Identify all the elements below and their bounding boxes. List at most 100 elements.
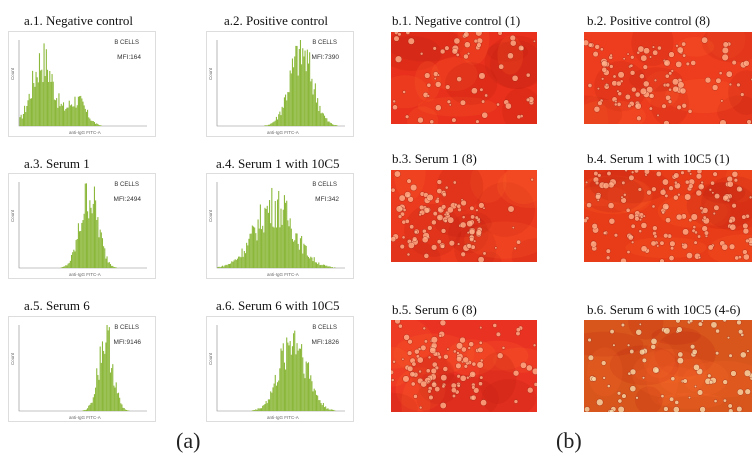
cell: [609, 409, 615, 412]
cell: [689, 172, 693, 176]
cell: [474, 215, 479, 220]
cell: [742, 227, 750, 235]
cell: [636, 115, 642, 121]
cell: [419, 52, 424, 56]
cell: [463, 32, 470, 38]
cell: [643, 47, 650, 55]
cell: [621, 180, 626, 185]
mfi-value: MFI:1826: [311, 339, 339, 346]
cell: [452, 180, 457, 185]
cell: [670, 376, 676, 382]
cell: [688, 218, 693, 223]
cell: [656, 113, 660, 117]
cell: [681, 242, 685, 246]
cell: [667, 99, 673, 104]
cell: [420, 380, 428, 388]
cell: [431, 381, 438, 388]
cell: [478, 72, 486, 80]
cell: [641, 357, 647, 363]
cell: [616, 89, 620, 93]
cell: [512, 370, 520, 377]
cell: [693, 364, 700, 371]
cell: [642, 376, 646, 380]
cell: [701, 207, 709, 214]
cell: [433, 77, 437, 81]
cell: [697, 389, 704, 396]
cell: [675, 320, 681, 324]
cell: [447, 216, 455, 224]
cell: [405, 32, 411, 35]
cell: [584, 218, 588, 223]
cell: [731, 60, 737, 66]
cell: [636, 50, 641, 55]
cell: [467, 346, 471, 350]
x-axis-label: anti-IgG FITC-A: [267, 130, 299, 135]
histogram-bars: [18, 40, 147, 127]
cell: [414, 348, 420, 355]
cell: [609, 53, 613, 57]
cell: [406, 252, 411, 257]
cell: [526, 364, 533, 372]
cell: [457, 242, 461, 246]
cell: [680, 170, 685, 175]
cell: [719, 119, 727, 124]
cell: [439, 402, 447, 409]
cell: [415, 354, 420, 359]
cell: [471, 385, 476, 390]
x-axis-label: anti-IgG FITC-A: [69, 272, 101, 277]
cell: [443, 212, 447, 216]
cell: [479, 375, 484, 380]
cell: [518, 45, 525, 51]
histogram-bars: [216, 182, 345, 269]
cell: [698, 255, 702, 260]
cell: [627, 343, 631, 347]
hist-title-a1: a.1. Negative control: [24, 13, 134, 28]
micrograph-b4: [584, 170, 752, 262]
cell: [728, 408, 734, 412]
cell: [599, 47, 604, 52]
cell: [399, 244, 405, 250]
cell: [593, 106, 601, 113]
texture-blot: [431, 57, 478, 92]
cell: [613, 102, 618, 107]
cell: [669, 396, 675, 402]
cell: [624, 94, 631, 100]
cell: [630, 55, 635, 60]
cell: [682, 228, 689, 236]
cell: [463, 53, 469, 60]
cell: [661, 103, 667, 109]
cell: [585, 180, 589, 184]
cell: [479, 326, 483, 330]
cell: [631, 86, 637, 93]
cell: [596, 398, 604, 406]
cell: [398, 194, 406, 202]
cell: [629, 70, 636, 76]
micro-title-b2: b.2. Positive control (8): [587, 13, 711, 28]
cell: [708, 188, 712, 192]
cell: [637, 45, 645, 53]
cell: [394, 55, 403, 63]
cell: [438, 334, 443, 338]
cell: [427, 389, 432, 394]
x-axis-label: anti-IgG FITC-A: [69, 415, 101, 420]
cell: [622, 57, 626, 61]
cell: [481, 111, 488, 119]
cell: [707, 373, 712, 378]
cell: [417, 116, 424, 124]
cell: [721, 53, 729, 61]
cell: [473, 387, 480, 394]
cell: [424, 72, 431, 79]
cell: [594, 180, 600, 186]
cell: [419, 204, 425, 211]
cell: [460, 199, 467, 207]
cell: [665, 82, 671, 88]
cell: [392, 104, 398, 111]
cell: [635, 396, 639, 400]
y-axis-label: Count: [208, 352, 213, 365]
texture-blot: [651, 326, 701, 345]
cell: [584, 39, 590, 46]
cell: [722, 379, 728, 385]
cell: [591, 223, 598, 230]
cell: [440, 244, 445, 249]
cell: [482, 206, 486, 210]
